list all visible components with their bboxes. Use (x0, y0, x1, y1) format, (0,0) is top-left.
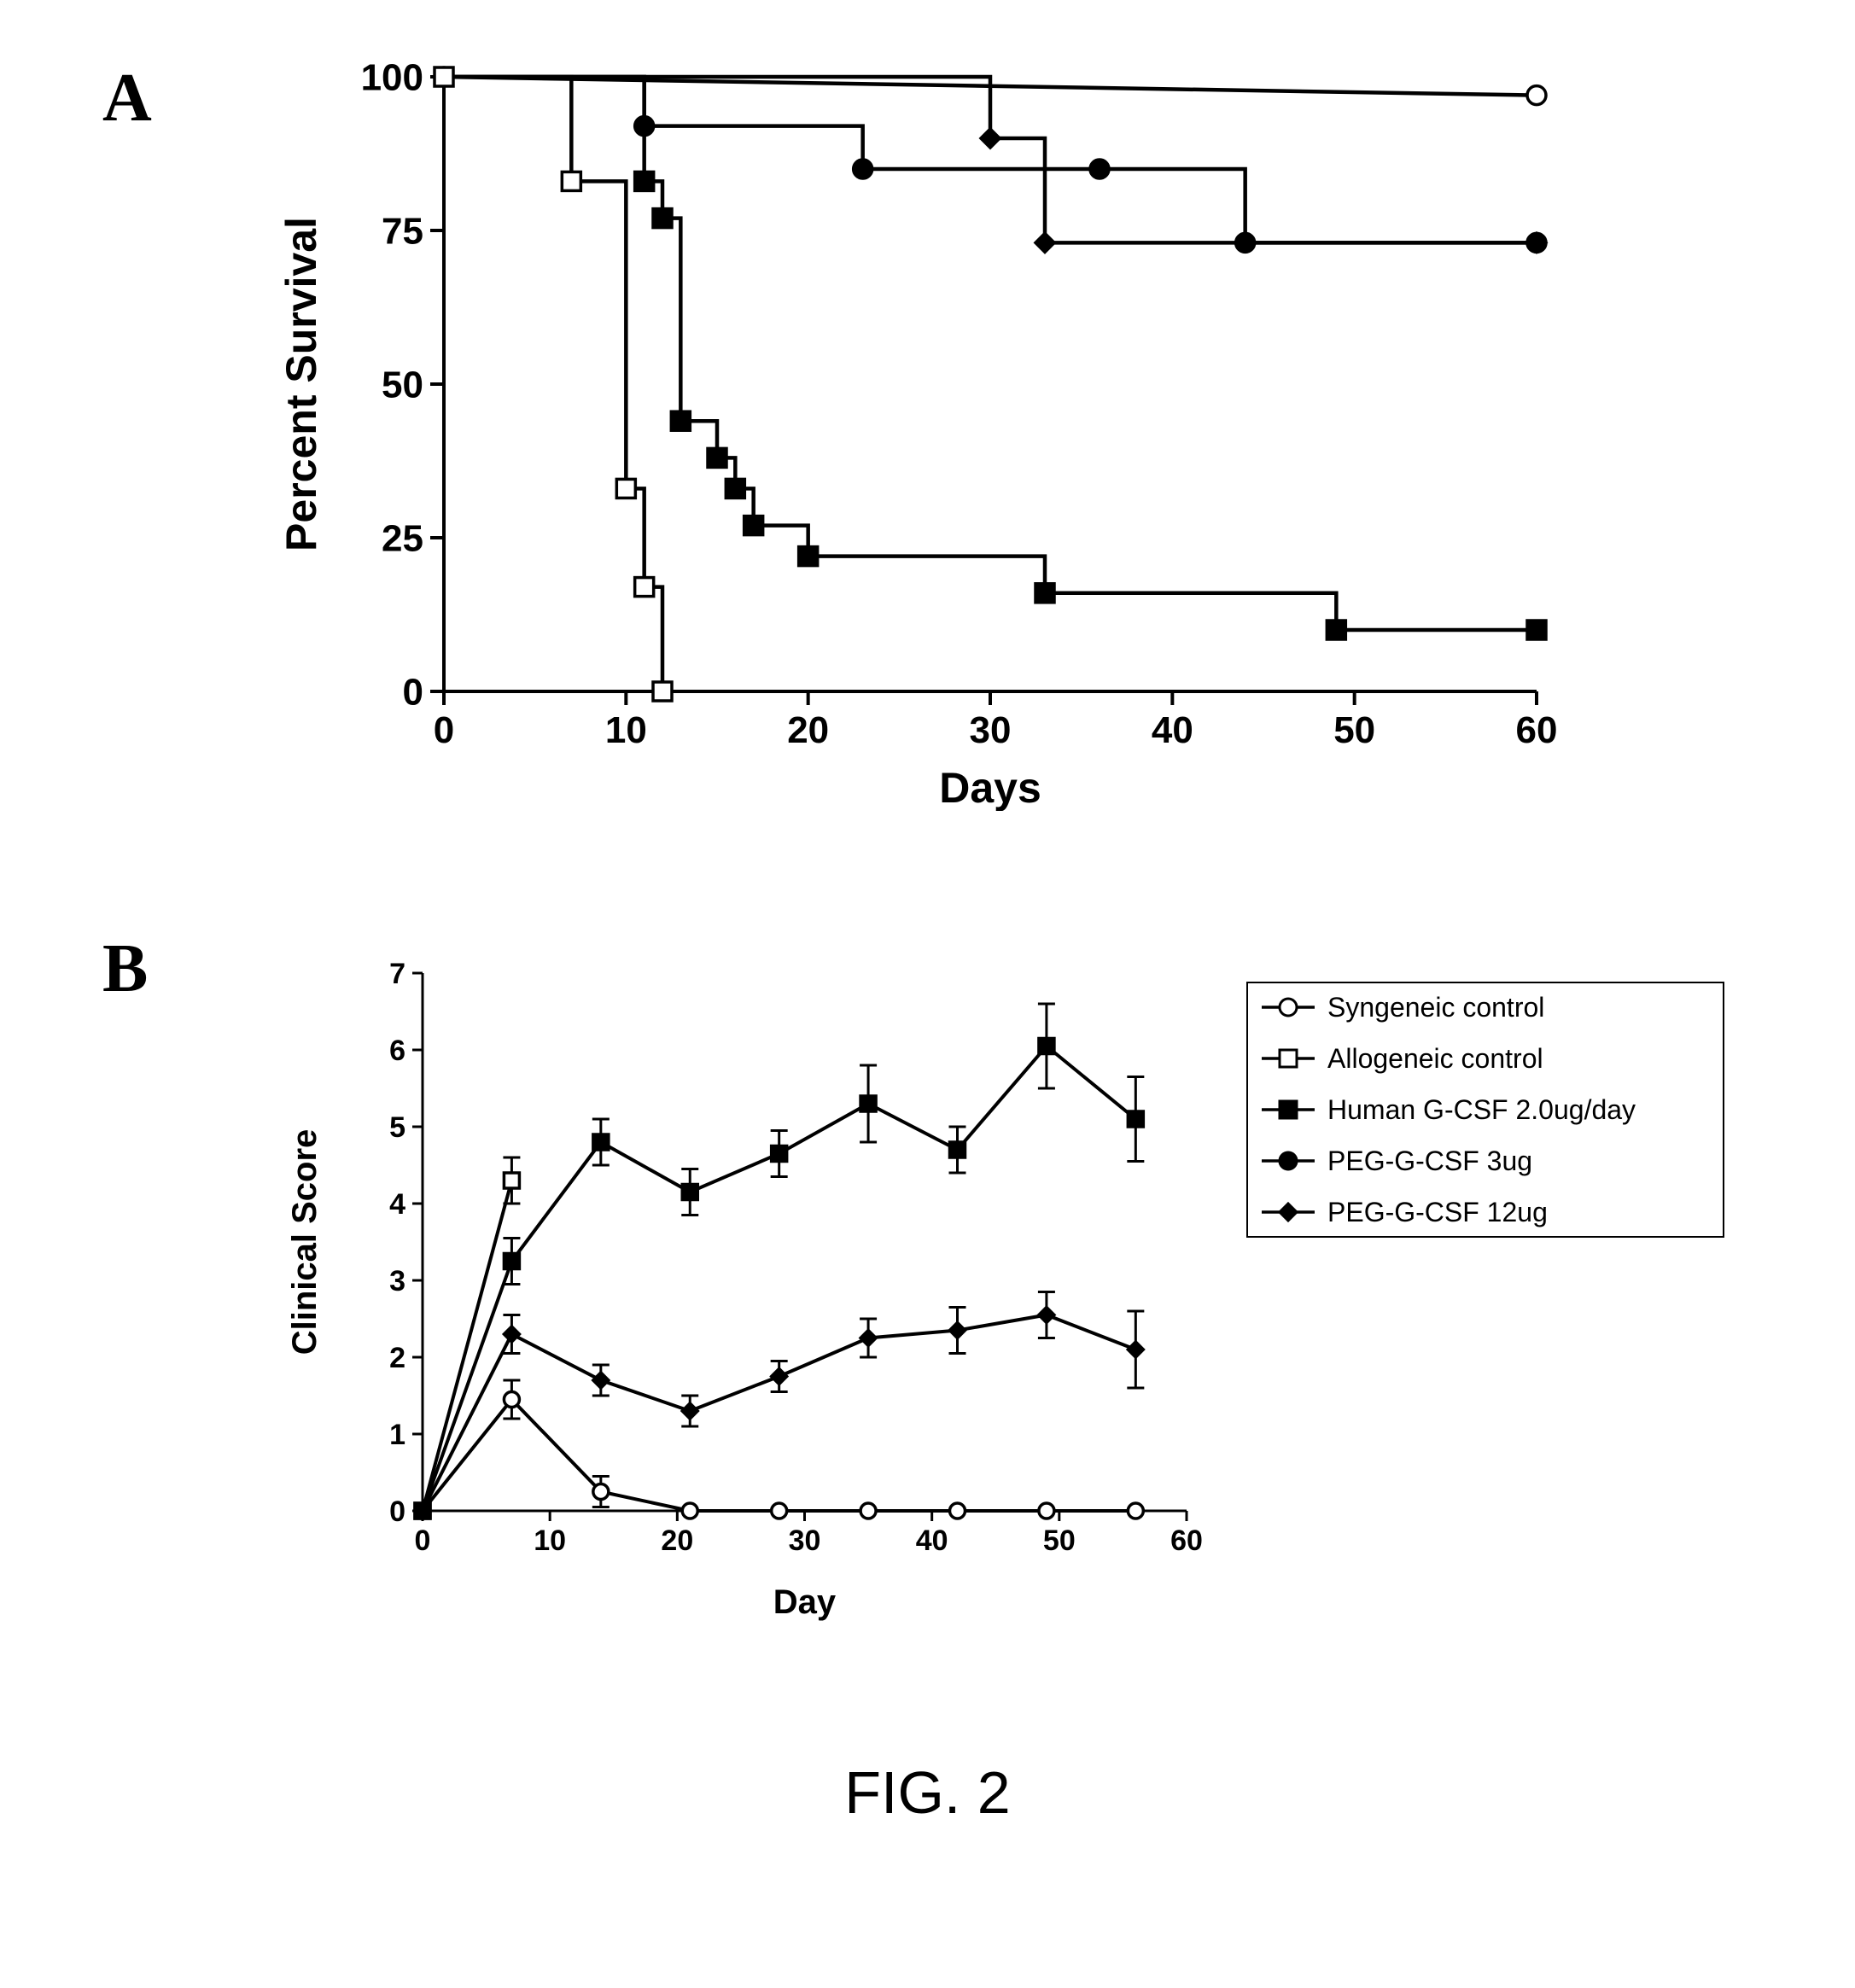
svg-text:Allogeneic control: Allogeneic control (1327, 1043, 1543, 1074)
svg-text:0: 0 (434, 709, 454, 751)
svg-text:50: 50 (382, 364, 423, 405)
svg-text:Day: Day (773, 1583, 837, 1621)
svg-text:100: 100 (361, 60, 423, 98)
svg-text:40: 40 (916, 1525, 948, 1557)
svg-text:10: 10 (534, 1525, 566, 1557)
legend-svg: Syngeneic control Allogeneic control Human… (1246, 982, 1724, 1238)
svg-text:20: 20 (787, 709, 829, 751)
svg-text:Days: Days (939, 764, 1041, 811)
panel-a-label: A (102, 60, 152, 137)
svg-text:0: 0 (415, 1525, 431, 1557)
svg-text:10: 10 (605, 709, 647, 751)
svg-text:6: 6 (389, 1035, 405, 1067)
svg-text:25: 25 (382, 517, 423, 559)
svg-text:50: 50 (1333, 709, 1375, 751)
svg-text:3: 3 (389, 1265, 405, 1297)
svg-text:PEG-G-CSF 12ug: PEG-G-CSF 12ug (1327, 1197, 1548, 1227)
svg-text:40: 40 (1152, 709, 1193, 751)
figure-page: A 01020304050600255075100DaysPercent Sur… (0, 0, 1855, 1988)
svg-text:7: 7 (389, 958, 405, 990)
svg-text:1: 1 (389, 1419, 405, 1451)
panel-b-chart: 0 10 20 30 40 50 60 0 1 2 3 4 5 6 7 Day Clinical Score (273, 956, 1212, 1622)
clinical-score-chart-svg: 0 10 20 30 40 50 60 0 1 2 3 4 5 6 7 Day Clinical Score (273, 956, 1212, 1622)
svg-text:Syngeneic control: Syngeneic control (1327, 992, 1544, 1023)
svg-text:75: 75 (382, 210, 423, 252)
svg-text:60: 60 (1170, 1525, 1203, 1557)
panel-a-chart: 0 10 20 30 40 50 60 0 25 50 75 100 Days Percent Survi… (273, 60, 1571, 811)
legend: Syngeneic control Allogeneic control Human… (1246, 982, 1724, 1238)
svg-text:0: 0 (403, 671, 423, 713)
svg-text:Clinical Score: Clinical Score (286, 1129, 324, 1355)
svg-text:20: 20 (661, 1525, 693, 1557)
svg-text:30: 30 (789, 1525, 821, 1557)
svg-text:Percent Survival: Percent Survival (277, 217, 325, 551)
svg-text:50: 50 (1043, 1525, 1076, 1557)
svg-text:PEG-G-CSF 3ug: PEG-G-CSF 3ug (1327, 1146, 1532, 1176)
svg-text:60: 60 (1516, 709, 1558, 751)
panel-b-label: B (102, 930, 148, 1008)
svg-text:2: 2 (389, 1342, 405, 1374)
svg-text:0: 0 (389, 1495, 405, 1528)
svg-text:4: 4 (389, 1188, 405, 1221)
figure-caption: FIG. 2 (0, 1758, 1855, 1827)
survival-chart-svg: 0 10 20 30 40 50 60 0 25 50 75 100 Days Percent Survi… (273, 60, 1571, 811)
svg-text:30: 30 (970, 709, 1012, 751)
svg-text:Human G-CSF 2.0ug/day: Human G-CSF 2.0ug/day (1327, 1094, 1636, 1125)
svg-text:5: 5 (389, 1111, 405, 1144)
